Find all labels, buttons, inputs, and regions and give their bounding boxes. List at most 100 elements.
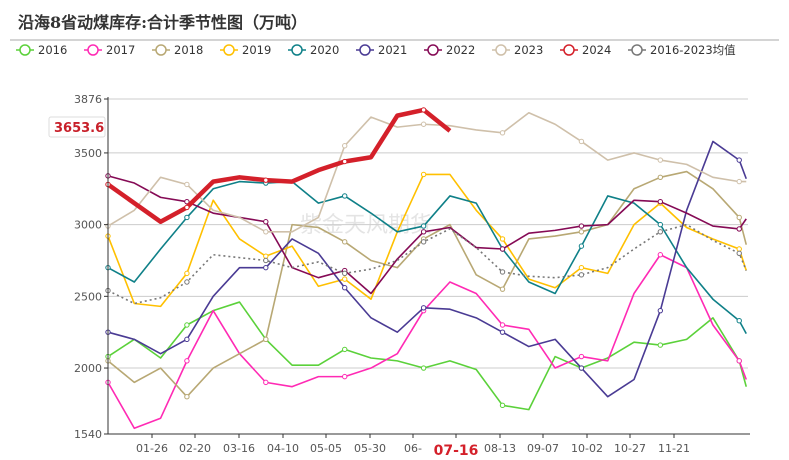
data-point: [420, 223, 427, 229]
data-point: [578, 353, 585, 360]
value-label-box: 3653.6: [48, 116, 106, 138]
data-point: [578, 272, 585, 278]
data-point: [736, 246, 742, 252]
series-line-2024: [106, 107, 452, 225]
data-point: [657, 174, 664, 181]
data-point: [578, 138, 585, 145]
x-tick-label: 06-: [404, 442, 422, 455]
data-point: [184, 394, 190, 400]
data-point: [499, 246, 506, 252]
axes: 1540 2000 2500 3000 3500 3876 01-26 02-20 03-16 0…: [74, 93, 750, 459]
legend-label: 2023: [514, 43, 543, 57]
data-point: [263, 379, 269, 386]
data-point: [263, 177, 269, 183]
data-point: [184, 279, 190, 285]
data-point: [657, 252, 664, 258]
current-value-label: 3653.6: [54, 121, 104, 136]
data-point: [263, 253, 269, 259]
data-point: [578, 243, 585, 249]
data-point: [184, 204, 190, 211]
legend-item-2018[interactable]: 2018: [152, 43, 203, 57]
data-point: [657, 198, 664, 205]
legend-label: 2019: [242, 43, 271, 57]
series-line-2022: [107, 175, 747, 295]
legend-item-2016[interactable]: 2016: [16, 43, 67, 57]
data-point: [420, 305, 427, 311]
series-line-2016: [107, 301, 748, 411]
data-point: [420, 239, 427, 245]
series-line-2023: [107, 111, 747, 233]
data-point: [342, 143, 348, 149]
x-tick-label: 03-16: [223, 442, 255, 455]
data-point: [736, 214, 742, 221]
legend-circle-icon: [87, 44, 99, 56]
data-point: [184, 322, 190, 328]
series-line-2016-2023均值: [107, 223, 747, 305]
data-point: [499, 130, 506, 136]
legend-item-2019[interactable]: 2019: [220, 43, 271, 57]
legend-item-2016-2023均值[interactable]: 2016-2023均值: [628, 43, 736, 57]
x-tick-label: 05-05: [310, 442, 342, 455]
series-line-2017: [107, 253, 747, 430]
legend-item-2022[interactable]: 2022: [424, 43, 475, 57]
x-tick-label: 08-13: [484, 442, 516, 455]
data-point: [736, 178, 742, 185]
legend-label: 2016: [38, 43, 67, 57]
data-point: [499, 402, 506, 409]
x-tick-label: 09-07: [527, 442, 559, 455]
y-tick-label: 3000: [74, 219, 102, 232]
data-point: [420, 365, 427, 371]
x-tick-label: 01-26: [136, 442, 168, 455]
data-point: [499, 269, 506, 275]
watermark: 紫金天风期货: [300, 213, 432, 238]
data-point: [736, 226, 742, 232]
legend-item-2023[interactable]: 2023: [492, 43, 543, 57]
data-point: [578, 229, 585, 235]
data-point: [657, 221, 664, 228]
data-point: [736, 318, 742, 324]
legend-item-2017[interactable]: 2017: [84, 43, 135, 57]
series-line-2021: [107, 140, 747, 398]
data-point: [184, 198, 190, 205]
data-point: [342, 158, 348, 165]
legend-label: 2020: [310, 43, 339, 57]
legend-item-2020[interactable]: 2020: [288, 43, 339, 57]
y-tick-label: 3876: [74, 93, 102, 106]
data-point: [263, 229, 269, 235]
data-point: [263, 336, 269, 343]
data-point: [736, 358, 742, 364]
x-tick-label: 02-20: [179, 442, 211, 455]
data-point: [342, 373, 348, 380]
y-tick-label: 2500: [74, 290, 102, 303]
y-tick-label: 3500: [74, 147, 102, 160]
data-point: [342, 239, 348, 245]
data-point: [420, 121, 427, 127]
data-point: [578, 365, 585, 371]
data-point: [263, 219, 269, 225]
legend-item-2021[interactable]: 2021: [356, 43, 407, 57]
data-point: [657, 229, 664, 235]
data-point: [657, 342, 664, 348]
legend-label: 2018: [174, 43, 203, 57]
legend-item-2024[interactable]: 2024: [560, 43, 611, 57]
data-point: [736, 157, 742, 163]
series-line-2020: [107, 180, 747, 334]
legend-circle-icon: [495, 44, 507, 56]
data-point: [342, 276, 348, 282]
data-point: [184, 270, 190, 277]
legend-label: 2024: [582, 43, 611, 57]
x-tick-label: 10-27: [614, 442, 646, 455]
data-point: [184, 181, 190, 188]
data-point: [578, 223, 585, 229]
x-tick-label: 04-10: [267, 442, 299, 455]
legend-circle-icon: [359, 44, 371, 56]
data-point: [420, 229, 427, 235]
y-tick-label: 1540: [74, 428, 102, 441]
legend-label: 2017: [106, 43, 135, 57]
series-line-2018: [107, 170, 748, 398]
data-point: [499, 286, 506, 292]
y-tick-label: 2000: [74, 362, 102, 375]
data-point: [657, 307, 664, 314]
series-line-2019: [107, 173, 748, 308]
data-point: [342, 346, 348, 353]
